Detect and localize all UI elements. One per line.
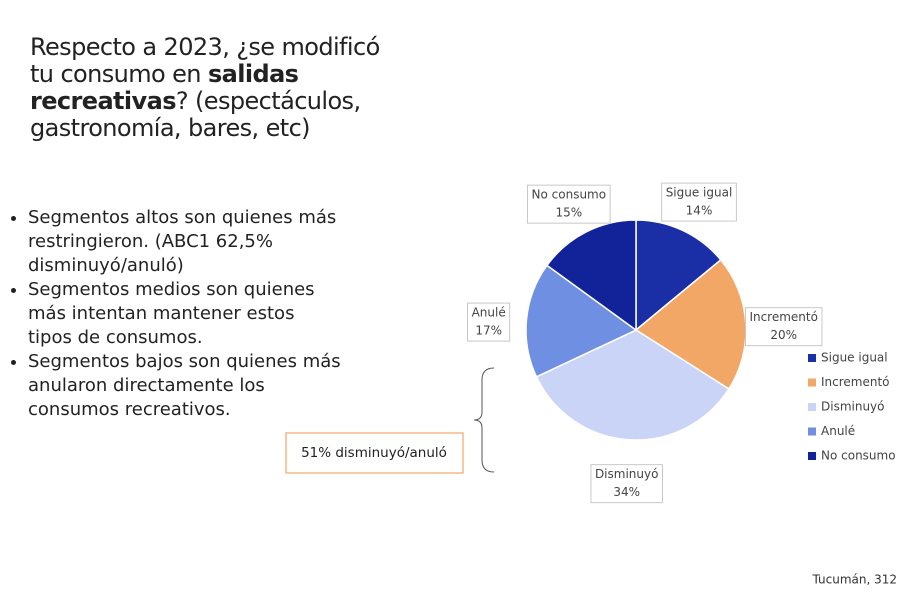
legend-label: Anulé bbox=[821, 424, 855, 438]
data-label: No consumo 15% bbox=[527, 184, 611, 224]
legend-label: Disminuyó bbox=[821, 400, 885, 414]
data-label-value: 15% bbox=[555, 206, 582, 220]
data-label-value: 20% bbox=[770, 328, 797, 342]
data-label-box bbox=[745, 307, 823, 347]
data-label-box bbox=[590, 464, 663, 504]
title-text: ? (espectáculos, gastronomía, bares, etc… bbox=[30, 87, 361, 142]
legend-label: No consumo bbox=[821, 449, 896, 463]
bracket bbox=[473, 367, 495, 473]
title-text: Respecto a 2023, ¿se modificó tu consumo… bbox=[30, 33, 380, 88]
data-label-name: Anulé bbox=[472, 306, 506, 320]
data-label-value: 14% bbox=[686, 204, 713, 218]
data-label: Incrementó 20% bbox=[745, 307, 823, 347]
data-label-name: Sigue igual bbox=[666, 186, 733, 200]
data-label-box bbox=[467, 302, 511, 342]
data-label-name: Incrementó bbox=[749, 310, 818, 324]
legend-swatch bbox=[808, 378, 816, 387]
legend-swatch bbox=[808, 452, 816, 460]
pie-slice bbox=[545, 219, 637, 332]
bullet: Segmentos altos son quienes más restring… bbox=[28, 206, 343, 278]
legend-swatch bbox=[808, 427, 816, 436]
title: Respecto a 2023, ¿se modificó tu consumo… bbox=[30, 34, 395, 142]
data-label-value: 17% bbox=[475, 324, 502, 338]
data-label-box bbox=[527, 184, 611, 224]
callout-box bbox=[285, 432, 464, 474]
legend-label: Sigue igual bbox=[821, 351, 888, 365]
data-label-name: No consumo bbox=[532, 188, 607, 202]
pie-slice bbox=[635, 219, 722, 332]
legend-label: Incrementó bbox=[821, 375, 890, 389]
pie-slice bbox=[525, 264, 638, 378]
data-label-box bbox=[661, 182, 737, 222]
bullet: Segmentos medios son quienes más intenta… bbox=[28, 278, 343, 350]
legend-swatch bbox=[808, 354, 816, 362]
data-label: Anulé 17% bbox=[467, 302, 511, 342]
legend-swatch bbox=[808, 403, 816, 411]
pie-slice bbox=[535, 329, 730, 441]
data-label-name: Disminuyó bbox=[595, 467, 659, 481]
bullet: Segmentos bajos son quienes más anularon… bbox=[28, 350, 343, 422]
data-label: Disminuyó 34% bbox=[590, 464, 663, 504]
bullet-list: Segmentos altos son quienes más restring… bbox=[10, 206, 343, 422]
title-bold: salidas recreativas bbox=[30, 60, 299, 115]
callout-text: 51% disminuyó/anuló bbox=[301, 445, 447, 461]
data-label: Sigue igual 14% bbox=[661, 182, 737, 222]
footer: Tucumán, 312 bbox=[812, 573, 898, 587]
data-label-value: 34% bbox=[613, 485, 640, 499]
